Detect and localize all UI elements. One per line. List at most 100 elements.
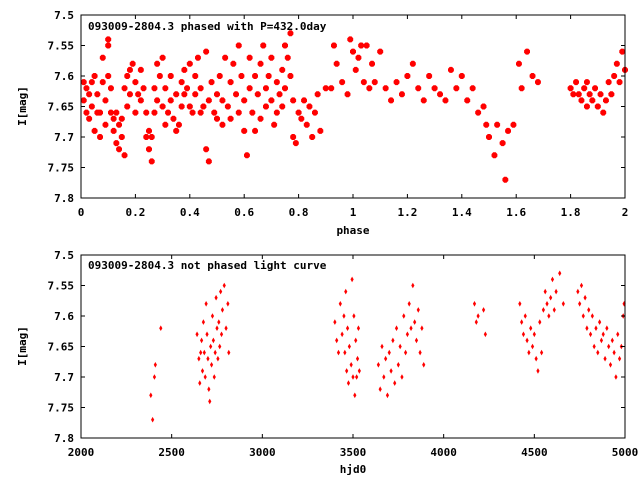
unphased-data-point bbox=[353, 392, 357, 399]
unphased-data-point bbox=[598, 319, 602, 325]
unphased-data-point bbox=[616, 331, 620, 338]
unphased-data-point bbox=[539, 349, 544, 356]
unphased-data-point bbox=[558, 270, 562, 277]
phased-data-point bbox=[219, 97, 226, 104]
phased-data-point bbox=[244, 152, 250, 159]
phased-data-point bbox=[431, 85, 438, 92]
unphased-data-point bbox=[152, 374, 157, 380]
phased-data-point bbox=[273, 109, 280, 116]
phased-data-point bbox=[241, 97, 248, 104]
phased-data-point bbox=[355, 54, 362, 61]
phased-data-point bbox=[97, 134, 103, 140]
phased-data-point bbox=[287, 73, 294, 79]
phased-data-point bbox=[127, 91, 133, 98]
phased-data-point bbox=[333, 60, 340, 67]
phased-data-point bbox=[252, 127, 258, 134]
unphased-panel: 2000 2500 3000 3500 4000 4500 5000 7.5 7.55 7.6 7.… bbox=[16, 249, 638, 476]
unphased-data-point bbox=[212, 374, 216, 380]
phased-data-point bbox=[214, 115, 220, 122]
phased-data-point bbox=[195, 54, 201, 61]
unphased-data-point bbox=[554, 288, 558, 295]
phased-data-point bbox=[573, 79, 579, 86]
unphased-data-point bbox=[416, 307, 420, 313]
phased-data-point bbox=[494, 121, 501, 128]
phased-data-point bbox=[524, 48, 530, 55]
phased-plot-frame bbox=[80, 14, 626, 199]
unphased-data-point bbox=[207, 386, 211, 392]
unphased-data-point bbox=[617, 355, 622, 362]
unphased-data-point bbox=[224, 325, 228, 331]
phased-data-point bbox=[124, 73, 131, 79]
phased-data-point bbox=[314, 91, 321, 98]
phased-data-point bbox=[458, 73, 465, 79]
phased-data-point bbox=[605, 79, 612, 86]
phased-data-point bbox=[426, 73, 433, 79]
phased-x-tick-label: 1.4 bbox=[452, 206, 472, 219]
phased-data-point bbox=[510, 121, 517, 128]
phased-data-point bbox=[83, 109, 90, 116]
unphased-data-point bbox=[216, 355, 220, 362]
phased-data-point bbox=[91, 127, 98, 134]
phased-data-point bbox=[282, 85, 288, 92]
unphased-data-point bbox=[398, 343, 402, 350]
phased-data-point bbox=[331, 42, 337, 49]
phased-data-point bbox=[108, 85, 114, 92]
unphased-data-point bbox=[393, 380, 397, 386]
phased-data-point bbox=[137, 66, 144, 73]
phased-data-point bbox=[162, 85, 169, 92]
phased-data-point bbox=[486, 134, 492, 140]
phased-data-point bbox=[263, 85, 269, 92]
unphased-data-point bbox=[541, 307, 545, 313]
phased-data-point bbox=[186, 60, 193, 67]
phased-data-point bbox=[382, 85, 389, 92]
unphased-data-point bbox=[206, 355, 210, 362]
phased-data-point bbox=[151, 85, 158, 92]
unphased-data-point bbox=[409, 325, 413, 331]
phased-data-point bbox=[154, 60, 161, 67]
unphased-data-point bbox=[411, 282, 415, 289]
phased-data-point bbox=[146, 146, 152, 153]
unphased-data-point bbox=[382, 374, 386, 380]
phased-data-point bbox=[165, 109, 171, 116]
phased-data-point bbox=[94, 91, 101, 98]
unphased-data-point bbox=[588, 331, 593, 338]
phased-data-point bbox=[203, 146, 210, 153]
phased-data-point bbox=[453, 85, 460, 92]
phased-x-tick-label: 1 bbox=[350, 206, 357, 219]
phased-data-point bbox=[192, 73, 199, 79]
phased-data-point bbox=[178, 79, 185, 86]
phased-data-point bbox=[603, 97, 609, 104]
phased-data-point bbox=[167, 73, 174, 79]
phased-data-point bbox=[518, 85, 525, 92]
phased-data-point bbox=[118, 115, 125, 122]
phased-data-point bbox=[600, 109, 607, 116]
unphased-data-point bbox=[394, 325, 399, 331]
phased-data-point bbox=[214, 91, 220, 98]
unphased-data-point bbox=[590, 313, 594, 319]
unphased-x-tick-label: 5000 bbox=[612, 446, 639, 459]
phased-data-point bbox=[613, 60, 620, 67]
phased-data-point bbox=[287, 30, 294, 37]
phased-data-point bbox=[292, 140, 299, 147]
phased-data-point bbox=[173, 91, 180, 98]
phased-data-point bbox=[178, 103, 185, 110]
phased-data-point bbox=[516, 60, 522, 67]
phased-data-point bbox=[205, 158, 212, 165]
phased-y-tick-label: 7.55 bbox=[48, 40, 75, 53]
unphased-data-point bbox=[217, 319, 221, 325]
unphased-data-point bbox=[389, 368, 393, 374]
unphased-data-point bbox=[349, 362, 353, 368]
phased-data-point bbox=[173, 127, 180, 134]
phased-data-point bbox=[129, 60, 136, 67]
phased-data-point bbox=[91, 73, 98, 79]
unphased-data-point bbox=[418, 349, 422, 356]
unphased-data-point bbox=[219, 331, 224, 338]
unphased-data-point bbox=[195, 331, 199, 338]
phased-data-point bbox=[254, 91, 261, 98]
phased-data-point bbox=[529, 73, 536, 79]
phased-data-point bbox=[80, 97, 87, 104]
unphased-data-point bbox=[594, 325, 598, 331]
unphased-data-point bbox=[357, 368, 361, 374]
unphased-data-point bbox=[355, 355, 360, 362]
unphased-data-point bbox=[391, 337, 395, 344]
